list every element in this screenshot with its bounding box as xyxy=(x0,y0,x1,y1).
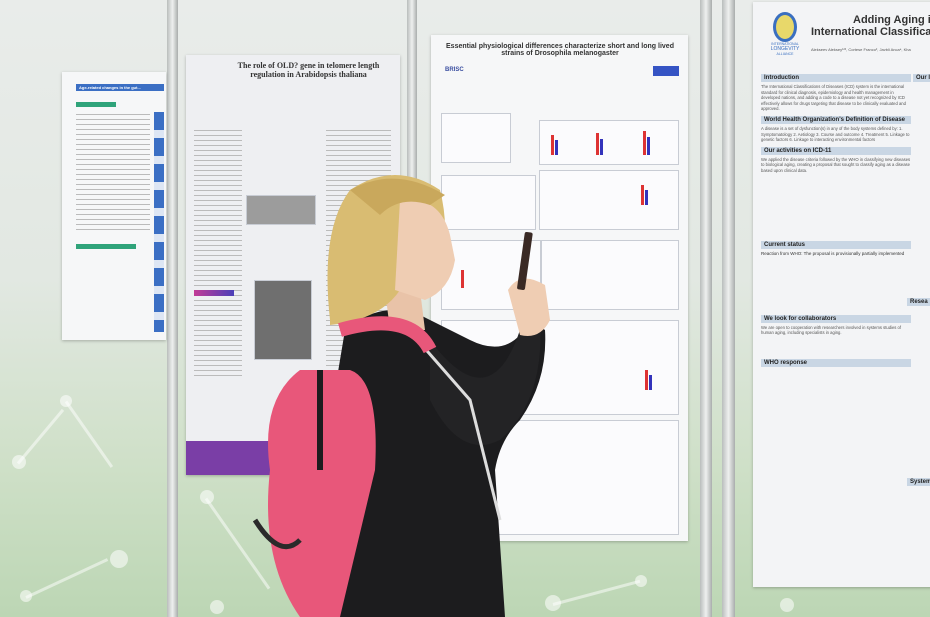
display-pole xyxy=(722,0,735,617)
section-heading: Current status xyxy=(761,240,911,249)
arm xyxy=(430,320,541,445)
hand xyxy=(508,278,550,336)
section-heading: Introduction xyxy=(761,74,911,82)
phone xyxy=(517,231,533,291)
poster-header: Age-related changes in the gut... xyxy=(76,84,164,91)
section-heading: We look for collaborators xyxy=(761,314,911,323)
poster-authors: Alekseev Aleksey¹²³, Cortese Franco², Ja… xyxy=(811,47,911,52)
pink-backpack xyxy=(268,370,376,617)
display-pole xyxy=(700,0,712,617)
poster-title: Adding Aging in International Classifica… xyxy=(811,14,930,38)
display-pole xyxy=(167,0,178,617)
poster-logo: BRISC xyxy=(445,67,464,73)
poster-title: The role of OLD? gene in telomere length… xyxy=(237,61,380,79)
poster-icd-aging: INTERNATIONAL LONGEVITY ALLIANCE Adding … xyxy=(753,2,930,587)
section-heading: Our activities on ICD-11 xyxy=(761,146,911,155)
hair-fringe xyxy=(350,178,445,215)
longevity-logo: INTERNATIONAL LONGEVITY ALLIANCE xyxy=(765,12,805,56)
poster-title: Essential physiological differences char… xyxy=(446,43,674,57)
poster-left-small: Age-related changes in the gut... xyxy=(62,72,166,340)
section-heading: WHO response xyxy=(761,358,911,367)
section-heading: World Health Organization's Definition o… xyxy=(761,115,911,124)
backpack-strap xyxy=(338,316,437,354)
face xyxy=(395,199,455,300)
